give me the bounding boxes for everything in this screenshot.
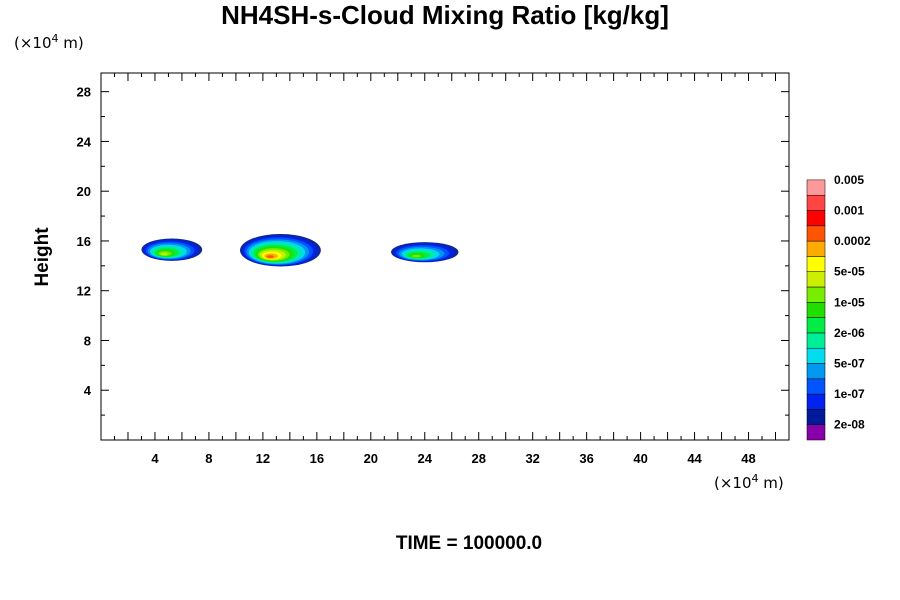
colorbar-label: 0.005 bbox=[834, 173, 864, 187]
colorbar-swatch bbox=[806, 179, 826, 196]
colorbar-label: 1e-07 bbox=[834, 387, 865, 401]
chart-title: NH4SH-s-Cloud Mixing Ratio [kg/kg] bbox=[221, 0, 669, 30]
x-tick-label: 24 bbox=[418, 451, 433, 466]
x-tick-label: 12 bbox=[256, 451, 270, 466]
x-tick-label: 4 bbox=[151, 451, 159, 466]
colorbar-swatch bbox=[806, 378, 826, 395]
cloud-2 bbox=[239, 234, 321, 267]
y-tick-label: 16 bbox=[77, 234, 91, 249]
colorbar-swatch bbox=[806, 256, 826, 272]
x-tick-label: 44 bbox=[687, 451, 702, 466]
colorbar-label: 5e-05 bbox=[834, 265, 865, 279]
cloud-1 bbox=[141, 238, 203, 261]
colorbar-swatch bbox=[806, 409, 826, 425]
plot-frame bbox=[100, 72, 790, 441]
colorbar-swatch bbox=[806, 194, 826, 211]
colorbar-swatch bbox=[806, 393, 826, 410]
y-axis-label: Height bbox=[32, 227, 53, 287]
x-tick-label: 20 bbox=[364, 451, 378, 466]
cloud-3 bbox=[391, 242, 459, 263]
colorbar-swatch bbox=[806, 240, 826, 257]
colorbar-swatch bbox=[806, 210, 826, 227]
colorbar: 2e-08 1e-07 5e-07 2e-06 1e-05 5e-05 0.0002 0.00… bbox=[806, 173, 871, 441]
colorbar-label: 2e-06 bbox=[834, 326, 865, 340]
colorbar-label: 2e-08 bbox=[834, 418, 865, 432]
colorbar-swatch bbox=[806, 225, 826, 242]
y-tick-label: 4 bbox=[84, 383, 92, 398]
x-tick-label: 28 bbox=[471, 451, 485, 466]
x-tick-label: 36 bbox=[579, 451, 593, 466]
colorbar-label: 1e-05 bbox=[834, 295, 865, 309]
x-tick-label: 8 bbox=[205, 451, 212, 466]
colorbar-swatch bbox=[806, 363, 826, 380]
x-tick-label: 32 bbox=[525, 451, 539, 466]
x-tick-label: 48 bbox=[741, 451, 755, 466]
y-tick-label: 24 bbox=[77, 134, 92, 149]
colorbar-swatch bbox=[806, 347, 826, 364]
time-label: TIME = 100000.0 bbox=[396, 533, 542, 554]
colorbar-swatch bbox=[806, 424, 826, 441]
cloud-contour bbox=[411, 254, 421, 258]
y-tick-label: 20 bbox=[77, 184, 91, 199]
colorbar-swatch bbox=[806, 286, 826, 303]
x-axis-ticks: 4 8 12 16 20 24 28 32 36 40 44 48 bbox=[113, 73, 777, 466]
cloud-contour bbox=[266, 255, 274, 259]
cloud-field bbox=[141, 234, 459, 267]
colorbar-label: 0.001 bbox=[834, 204, 864, 218]
x-tick-label: 40 bbox=[633, 451, 647, 466]
y-tick-label: 12 bbox=[77, 284, 91, 299]
colorbar-swatch bbox=[806, 302, 826, 318]
cloud-contour bbox=[160, 252, 168, 256]
colorbar-label: 5e-07 bbox=[834, 357, 865, 371]
y-axis-unit: (×104 m) bbox=[14, 32, 84, 52]
y-tick-label: 8 bbox=[84, 333, 91, 348]
colorbar-swatch bbox=[806, 332, 826, 349]
x-tick-label: 16 bbox=[310, 451, 324, 466]
y-axis-ticks: 4 8 12 16 20 24 28 bbox=[77, 85, 789, 416]
x-axis-unit: (×104 m) bbox=[714, 472, 784, 492]
colorbar-label: 0.0002 bbox=[834, 234, 871, 248]
colorbar-swatch bbox=[806, 317, 826, 334]
colorbar-swatch bbox=[806, 271, 826, 288]
y-tick-label: 28 bbox=[77, 85, 91, 100]
